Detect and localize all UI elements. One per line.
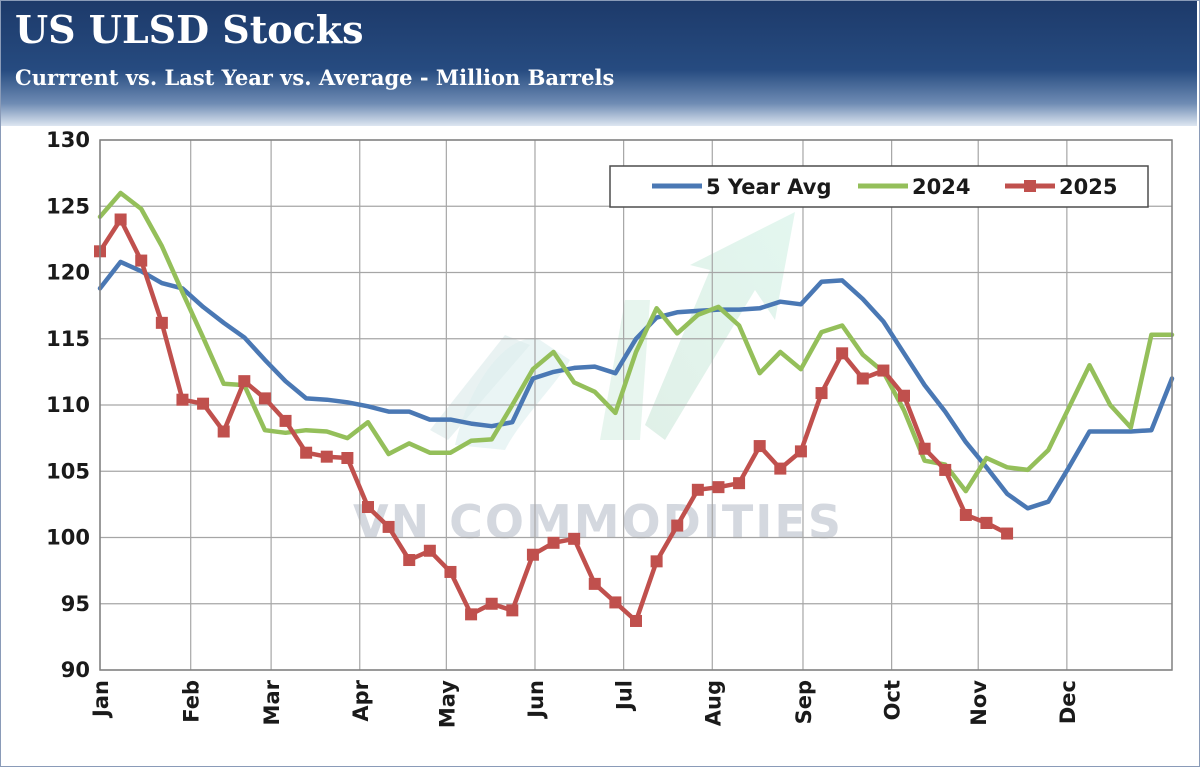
data-point-2025 (568, 532, 581, 545)
y-axis: 90 95 100 105 110 115 120 125 130 (46, 128, 90, 682)
data-point-2025 (547, 536, 560, 549)
data-point-2025 (155, 316, 168, 329)
data-point-2025 (176, 393, 189, 406)
data-point-2025 (526, 548, 539, 561)
y-tick-label: 100 (46, 526, 90, 550)
data-point-2025 (753, 440, 766, 453)
data-point-2025-tail (980, 516, 993, 529)
y-tick-label: 120 (46, 261, 90, 285)
data-point-2025 (856, 372, 869, 385)
data-point-2025 (258, 392, 271, 405)
data-point-2025 (300, 446, 313, 459)
legend-label-2025: 2025 (1059, 175, 1117, 199)
data-point-2025 (279, 414, 292, 427)
data-point-2025 (362, 501, 374, 514)
y-tick-label: 130 (46, 128, 90, 152)
x-tick-label: Jan (89, 680, 113, 719)
data-point-2025 (114, 213, 127, 226)
watermark-text: VN COMMODITIES (353, 495, 843, 549)
data-point-2025 (671, 519, 684, 532)
data-point-2025 (506, 604, 519, 617)
plot-border (99, 139, 1173, 671)
data-point-2025-tail (1001, 527, 1014, 540)
data-point-2025 (898, 389, 910, 402)
x-tick-label: May (435, 680, 459, 728)
data-point-2025 (650, 555, 663, 568)
data-point-2025 (774, 462, 787, 475)
data-point-2025 (485, 597, 498, 610)
data-point-2025 (217, 425, 230, 438)
y-tick-label: 110 (46, 393, 90, 417)
y-tick-label: 115 (46, 327, 90, 351)
data-point-2025 (588, 577, 601, 590)
data-point-2025 (465, 608, 478, 621)
data-point-2025 (815, 387, 828, 400)
series-line-2024 (97, 190, 1175, 494)
data-point-2025 (794, 445, 807, 458)
x-axis: Jan Feb Mar Apr May Jun Jul Aug Sep Oct Nov Dec (89, 679, 1080, 728)
chart-subtitle: Currrent vs. Last Year vs. Average - Mil… (15, 65, 615, 90)
data-point-2025 (836, 347, 849, 360)
y-tick-label: 95 (61, 592, 90, 616)
data-point-2025 (135, 254, 148, 267)
data-point-2025 (238, 375, 251, 388)
x-tick-label: Sep (792, 680, 816, 724)
legend-label-5yr: 5 Year Avg (706, 175, 832, 199)
x-tick-label: Feb (180, 680, 204, 723)
data-point-2025 (423, 544, 436, 557)
data-point-2025 (320, 450, 333, 463)
watermark-arrow-icon (645, 212, 795, 440)
x-tick-label: Oct (881, 680, 905, 720)
data-point-2025 (403, 554, 416, 567)
y-tick-label: 90 (61, 658, 90, 682)
x-tick-label: Nov (967, 680, 991, 726)
data-point-2025 (341, 452, 354, 464)
x-tick-label: Mar (260, 679, 284, 725)
series-line-5-year-avg (97, 259, 1175, 511)
data-point-2025 (444, 565, 457, 578)
data-point-2025 (918, 442, 931, 455)
x-tick-label: Jul (613, 680, 637, 712)
x-tick-label: Aug (701, 680, 725, 726)
x-tick-label: Dec (1056, 680, 1080, 724)
data-point-2025 (382, 520, 395, 533)
y-tick-label: 105 (46, 459, 90, 483)
data-point-2025 (939, 463, 952, 476)
data-point-2025 (197, 397, 210, 410)
data-point-2025 (630, 614, 642, 627)
chart-title: US ULSD Stocks (15, 7, 364, 52)
x-tick-label: Apr (349, 679, 373, 721)
legend: 5 Year Avg 2024 2025 (609, 165, 1149, 208)
y-tick-label: 125 (46, 194, 90, 218)
data-point-2025 (712, 481, 725, 494)
x-tick-label: Jun (524, 680, 548, 720)
watermark-stroke-2-icon (455, 338, 570, 450)
legend-label-2024: 2024 (912, 175, 970, 199)
legend-marker-2025 (1024, 180, 1036, 192)
data-point-2025 (877, 364, 890, 377)
data-point-2025 (959, 508, 972, 521)
data-point-2025 (609, 596, 622, 609)
chart-header: US ULSD Stocks Currrent vs. Last Year vs… (1, 1, 1197, 126)
data-point-2025 (691, 483, 704, 496)
data-point-2025 (733, 477, 746, 490)
